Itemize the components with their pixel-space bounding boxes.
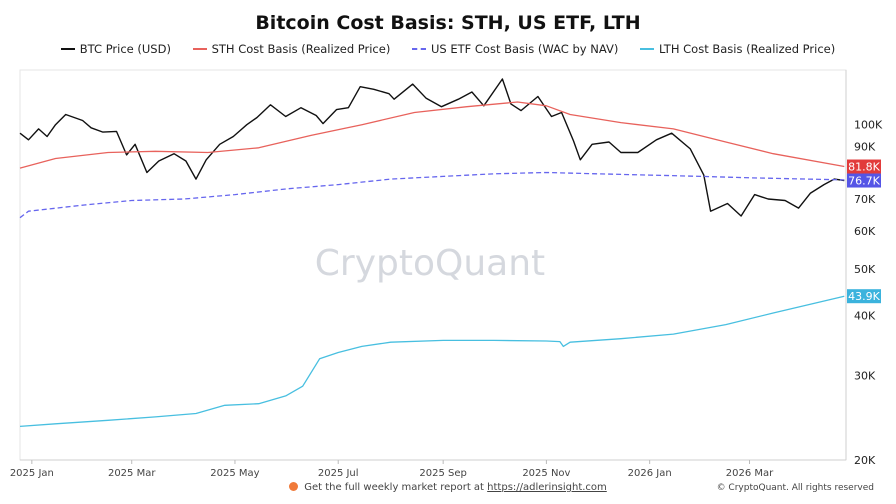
legend-swatch-lth-cost-basis [639,47,654,50]
y-tick-label: 70K [854,193,876,206]
legend-label: LTH Cost Basis (Realized Price) [658,42,836,56]
y-tick-label: 60K [854,225,876,238]
end-value-text: 76.7K [848,175,880,188]
series-line-sth-cost-basis-realized-price [19,101,845,169]
legend-item-lth-cost-basis[interactable]: LTH Cost Basis (Realized Price) [639,42,836,56]
legend-item-us-etf-cost-basis[interactable]: US ETF Cost Basis (WAC by NAV) [411,42,619,56]
footer-note-text: Get the full weekly market report at [304,482,484,493]
legend-label: BTC Price (USD) [79,42,171,56]
y-tick-label: 30K [854,370,876,383]
x-tick-label: 2025 May [210,468,259,479]
x-tick-label: 2026 Mar [726,468,774,479]
x-tick-label: 2026 Jan [628,468,672,479]
legend-label: US ETF Cost Basis (WAC by NAV) [430,42,619,56]
info-dot-icon [289,482,299,491]
copyright: © CryptoQuant. All rights reserved [716,483,874,493]
legend-item-sth-cost-basis[interactable]: STH Cost Basis (Realized Price) [192,42,391,56]
series-line-btc-price-usd [19,78,845,217]
x-tick-label: 2025 Jan [10,468,54,479]
y-tick-label: 40K [854,310,876,323]
series-line-us-etf-cost-basis-wac-by-nav [19,171,845,219]
report-link[interactable]: https://adlerinsight.com [487,482,607,493]
x-tick-label: 2025 Jul [318,468,359,479]
series-line-lth-cost-basis-realized-price [19,295,845,428]
legend-label: STH Cost Basis (Realized Price) [211,42,391,56]
chart-title: Bitcoin Cost Basis: STH, US ETF, LTH [255,12,641,34]
end-value-tag-sth-cost-basis-realized-price: 81.8K [847,159,881,174]
end-value-tag-us-etf-cost-basis-wac-by-nav: 76.7K [847,173,881,188]
watermark: CryptoQuant [315,243,545,284]
footer-note: Get the full weekly market report at htt… [0,482,896,493]
x-tick-label: 2025 Mar [108,468,156,479]
legend-item-btc-price[interactable]: BTC Price (USD) [60,42,171,56]
y-tick-label: 90K [854,141,876,154]
legend-swatch-sth-cost-basis [192,47,207,50]
legend: BTC Price (USD) STH Cost Basis (Realized… [0,42,896,56]
legend-swatch-us-etf-cost-basis [411,47,426,50]
y-tick-label: 20K [854,454,876,467]
end-value-text: 43.9K [848,290,880,303]
y-tick-label: 50K [854,263,876,276]
x-tick-label: 2025 Nov [522,468,570,479]
legend-swatch-btc-price [60,47,75,50]
x-tick-label: 2025 Sep [419,468,466,479]
y-tick-label: 100K [854,119,883,132]
end-value-tag-lth-cost-basis-realized-price: 43.9K [847,289,881,304]
end-value-text: 81.8K [848,161,880,174]
